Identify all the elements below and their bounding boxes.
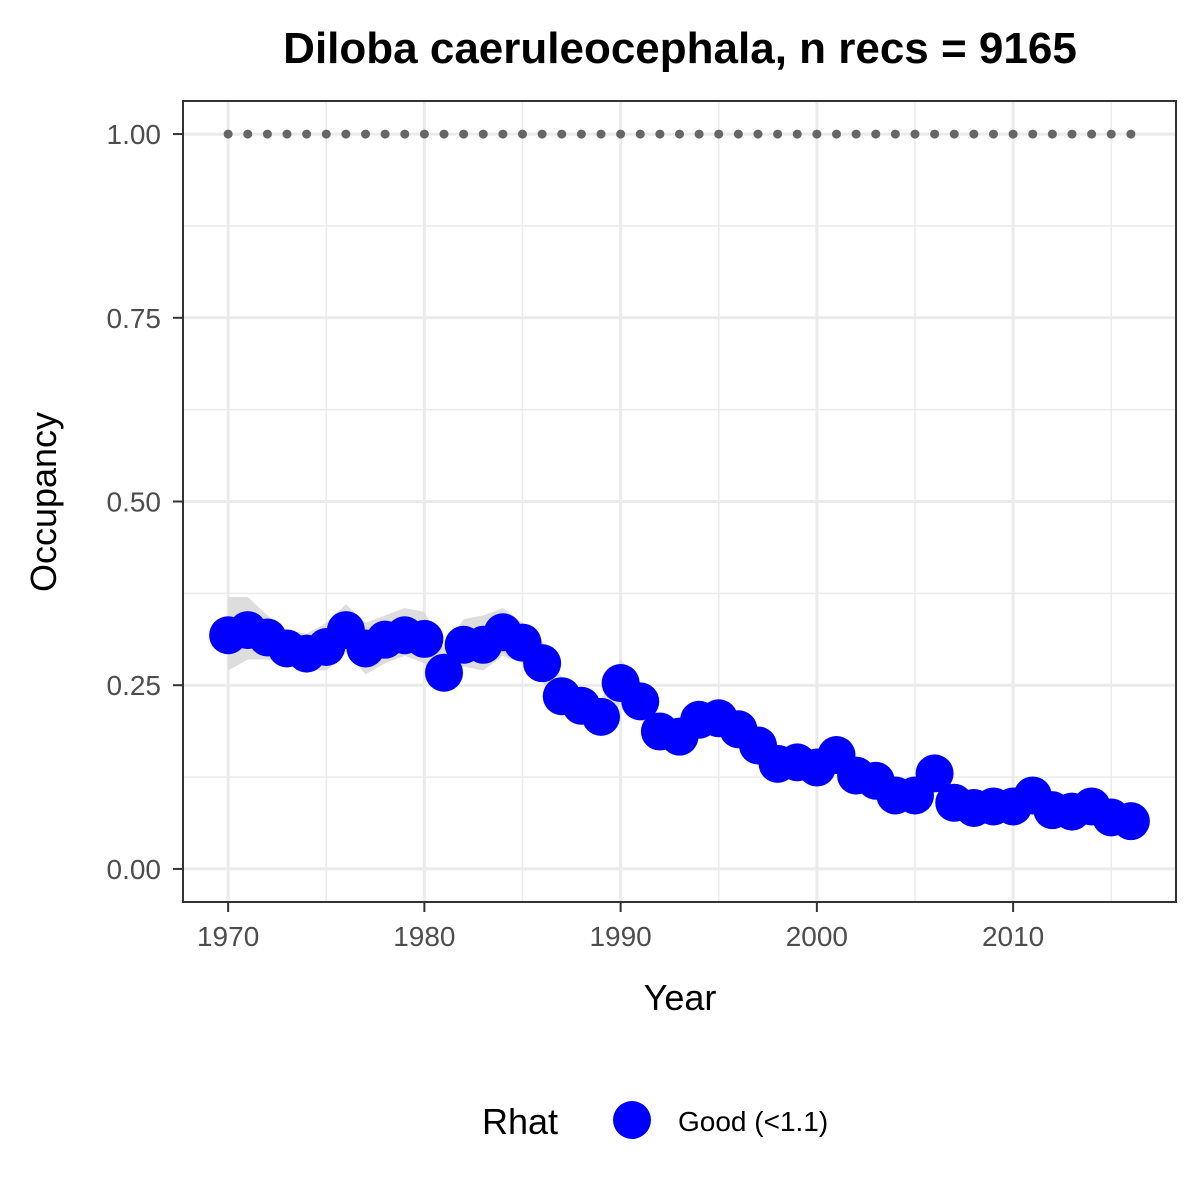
y-tick-label: 0.50 (107, 487, 162, 518)
x-tick-label: 2000 (786, 921, 848, 952)
reference-dot (1126, 129, 1136, 139)
reference-dot (518, 129, 528, 139)
reference-dot (478, 129, 488, 139)
reference-dot (439, 129, 449, 139)
reference-dot (576, 129, 586, 139)
reference-dots-layer (223, 129, 1136, 139)
reference-dot (969, 129, 979, 139)
occupancy-point (582, 697, 621, 736)
reference-dot (635, 129, 645, 139)
legend-label-good: Good (<1.1) (678, 1106, 828, 1137)
x-tick-label: 2010 (982, 921, 1044, 952)
x-axis-title: Year (644, 977, 717, 1018)
reference-dot (243, 129, 253, 139)
occupancy-point (425, 653, 464, 692)
reference-dot (341, 129, 351, 139)
y-tick-label: 0.75 (107, 303, 162, 334)
reference-dot (655, 129, 665, 139)
reference-dot (733, 129, 743, 139)
reference-dot (792, 129, 802, 139)
reference-dot (675, 129, 684, 139)
reference-dot (498, 129, 508, 139)
reference-dot (321, 129, 331, 139)
y-tick-label: 1.00 (107, 119, 162, 150)
occupancy-point (621, 682, 660, 721)
y-axis: 0.00 0.25 0.50 0.75 1.00 (107, 119, 183, 885)
reference-dot (694, 129, 704, 139)
x-tick-label: 1990 (589, 921, 651, 952)
reference-dot (616, 129, 626, 139)
occupancy-point (523, 644, 562, 683)
reference-dot (557, 129, 567, 139)
reference-dot (988, 129, 998, 139)
reference-dot (714, 129, 724, 139)
y-tick-label: 0.25 (107, 670, 162, 701)
reference-dot (380, 129, 390, 139)
reference-dot (1028, 129, 1038, 139)
reference-dot (537, 129, 547, 139)
reference-dot (262, 129, 272, 139)
occupancy-points-layer (209, 611, 1150, 841)
occupancy-point (915, 754, 954, 793)
legend-key-good (613, 1101, 651, 1139)
reference-dot (930, 129, 940, 139)
reference-dot (223, 129, 233, 139)
occupancy-point (405, 619, 444, 658)
reference-dot (596, 129, 606, 139)
reference-dot (871, 129, 881, 139)
legend: Rhat Good (<1.1) (482, 1101, 828, 1142)
reference-dot (1047, 129, 1057, 139)
reference-dot (851, 129, 861, 139)
reference-dot (910, 129, 920, 139)
y-tick-label: 0.00 (107, 854, 162, 885)
reference-dot (302, 129, 312, 139)
reference-dot (1087, 129, 1097, 139)
reference-dot (753, 129, 763, 139)
reference-dot (282, 129, 292, 139)
reference-dot (1008, 129, 1018, 139)
x-axis: 1970 1980 1990 2000 2010 (197, 902, 1044, 952)
reference-dot (812, 129, 822, 139)
reference-dot (400, 129, 410, 139)
reference-dot (949, 129, 959, 139)
chart-title: Diloba caeruleocephala, n recs = 9165 (283, 24, 1077, 73)
reference-dot (361, 129, 371, 139)
reference-dot (890, 129, 900, 139)
reference-dot (1106, 129, 1116, 139)
x-tick-label: 1970 (197, 921, 259, 952)
x-tick-label: 1980 (393, 921, 455, 952)
reference-dot (1067, 129, 1077, 139)
legend-title: Rhat (482, 1101, 558, 1142)
reference-dot (459, 129, 469, 139)
occupancy-point (1111, 802, 1150, 841)
y-axis-title: Occupancy (23, 412, 64, 592)
reference-dot (831, 129, 841, 139)
reference-dot (419, 129, 429, 139)
reference-dot (773, 129, 783, 139)
